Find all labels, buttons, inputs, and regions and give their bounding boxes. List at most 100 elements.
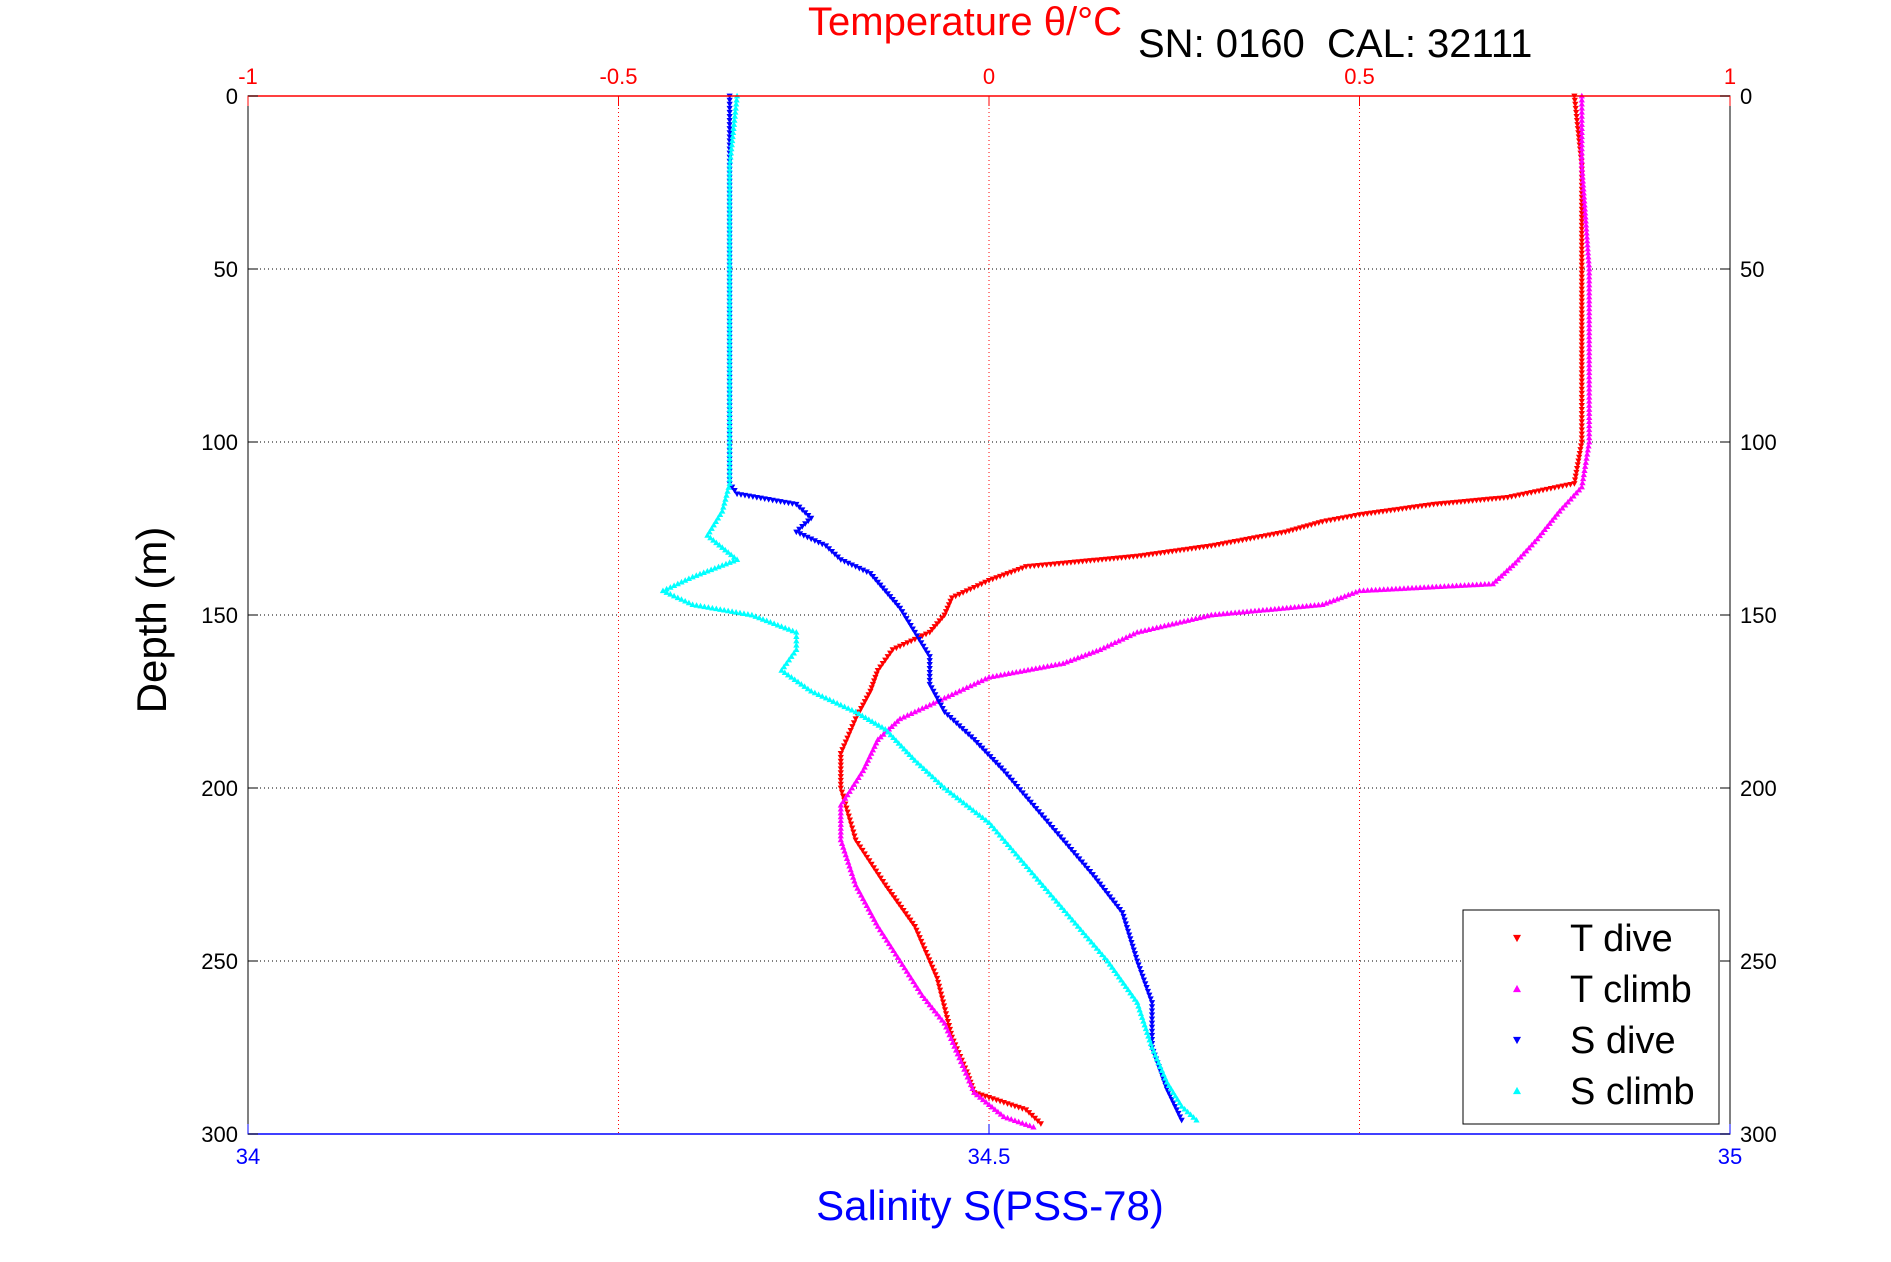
data-point xyxy=(911,629,919,636)
data-point xyxy=(1509,562,1516,569)
data-point xyxy=(871,678,878,684)
data-point xyxy=(962,728,969,735)
data-point xyxy=(1175,1110,1182,1117)
data-point xyxy=(929,627,936,633)
data-point xyxy=(929,964,936,971)
data-point xyxy=(1575,130,1582,136)
data-point xyxy=(1498,572,1505,579)
data-point xyxy=(1135,962,1142,968)
top-axis-label: Temperature θ/°C xyxy=(808,0,1122,44)
data-point xyxy=(1323,518,1330,525)
data-point xyxy=(869,912,876,919)
data-point xyxy=(696,570,704,577)
legend-label: T dive xyxy=(1570,918,1673,960)
annotation-serial-cal: SN: 0160 CAL: 32111 xyxy=(1138,22,1532,66)
data-point xyxy=(1118,976,1125,983)
data-point xyxy=(900,713,907,720)
data-point xyxy=(868,861,875,868)
data-point xyxy=(689,601,696,607)
data-point xyxy=(941,612,948,619)
data-point xyxy=(1239,608,1247,615)
data-point xyxy=(859,702,867,709)
data-point xyxy=(844,735,851,742)
data-point xyxy=(697,602,704,609)
data-point xyxy=(1578,262,1585,269)
data-point xyxy=(1077,926,1084,932)
data-point xyxy=(1171,1103,1179,1110)
data-point xyxy=(973,809,980,816)
data-point xyxy=(941,694,948,701)
data-point xyxy=(1039,882,1046,888)
data-point xyxy=(1578,402,1585,409)
data-point xyxy=(1148,1032,1156,1039)
data-point xyxy=(1110,555,1117,562)
data-point xyxy=(892,950,899,957)
data-point xyxy=(1111,900,1119,907)
data-point xyxy=(1400,585,1408,591)
data-point xyxy=(1119,636,1126,642)
data-point xyxy=(1043,562,1050,568)
data-point xyxy=(1141,627,1149,633)
data-point xyxy=(950,792,958,798)
data-point xyxy=(1577,447,1584,453)
data-point xyxy=(1176,1099,1183,1106)
data-point xyxy=(1027,799,1034,806)
data-point xyxy=(693,602,700,608)
data-point xyxy=(902,911,909,917)
data-point xyxy=(1141,552,1149,559)
legend: T dive T climb S dive S climb xyxy=(1462,909,1720,1125)
data-point xyxy=(1576,454,1583,461)
data-point xyxy=(731,488,738,494)
data-point xyxy=(789,627,796,634)
data-point xyxy=(1178,1103,1185,1109)
data-point xyxy=(894,718,901,724)
data-point xyxy=(838,789,846,796)
data-point xyxy=(884,885,891,892)
data-point xyxy=(903,616,910,622)
data-point xyxy=(971,1089,978,1095)
data-point xyxy=(1148,1020,1156,1027)
data-point xyxy=(934,1010,941,1017)
data-point xyxy=(1192,545,1199,552)
data-point xyxy=(1122,554,1129,561)
data-point xyxy=(1196,545,1203,551)
data-point xyxy=(1391,507,1398,513)
data-point xyxy=(1134,553,1141,560)
data-point xyxy=(945,693,952,699)
data-point xyxy=(934,621,941,627)
data-point xyxy=(802,521,809,527)
data-point xyxy=(945,1022,953,1029)
data-point xyxy=(900,908,907,914)
data-point xyxy=(1578,419,1585,425)
data-point xyxy=(1299,603,1306,609)
data-point xyxy=(867,571,874,577)
data-point xyxy=(859,712,866,719)
data-point xyxy=(1165,549,1172,556)
data-point xyxy=(926,677,933,684)
data-point xyxy=(1578,326,1585,333)
data-point xyxy=(962,1070,970,1076)
data-point xyxy=(1063,560,1071,566)
data-point xyxy=(1035,809,1042,815)
data-point xyxy=(1022,1121,1030,1127)
legend-marker xyxy=(1512,984,1522,993)
data-point xyxy=(1064,910,1071,917)
data-point xyxy=(1216,611,1223,617)
data-point xyxy=(1395,506,1402,513)
data-point xyxy=(1575,458,1582,465)
data-point xyxy=(1020,860,1028,866)
data-point xyxy=(1143,985,1150,991)
data-point xyxy=(1492,578,1499,584)
data-point xyxy=(748,611,755,618)
data-point xyxy=(1130,947,1137,954)
data-point xyxy=(1572,473,1579,480)
data-point xyxy=(915,706,922,713)
data-point xyxy=(1174,1096,1181,1102)
data-point xyxy=(1578,431,1585,438)
data-point xyxy=(1037,1121,1044,1127)
data-point xyxy=(879,930,886,936)
data-point xyxy=(1384,586,1391,592)
data-point xyxy=(1528,541,1535,548)
data-point xyxy=(844,809,851,816)
y-tick-label-right: 250 xyxy=(1740,949,1777,974)
